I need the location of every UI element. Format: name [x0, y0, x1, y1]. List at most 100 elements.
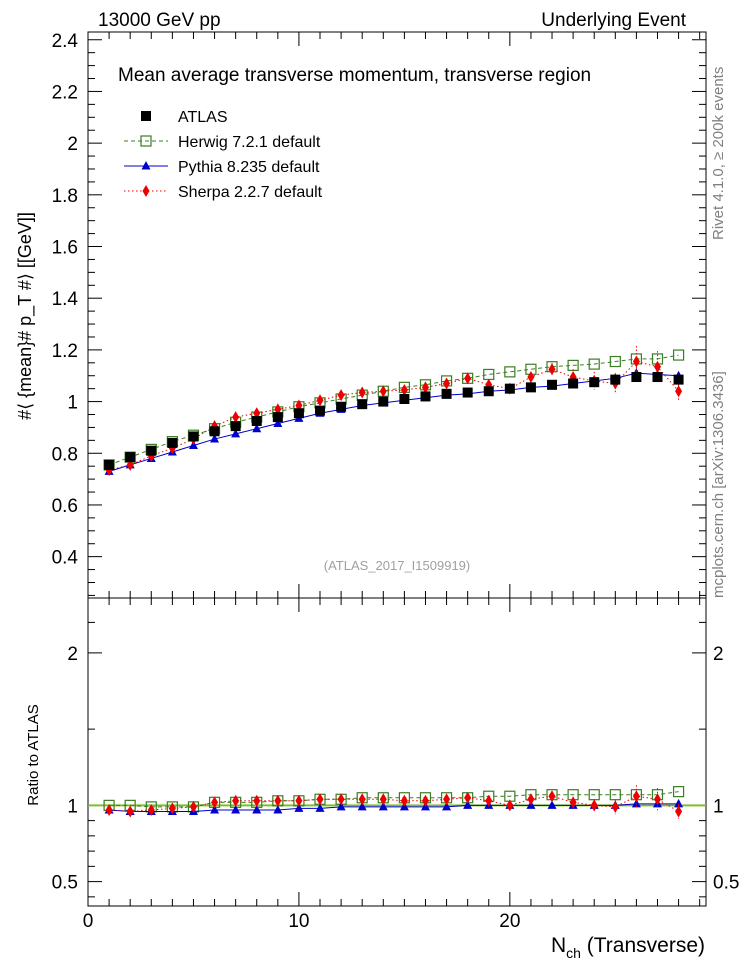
- ratio-point: [569, 796, 577, 809]
- data-point: [231, 428, 241, 438]
- data-point: [568, 378, 579, 389]
- y-tick-label: 0.8: [52, 444, 78, 465]
- y-tick-label: 2.4: [52, 31, 79, 52]
- ratio-point: [632, 790, 640, 803]
- ratio-tick-label-left: 2: [67, 644, 78, 665]
- data-point: [210, 434, 220, 443]
- data-point: [336, 401, 347, 412]
- ratio-point: [295, 794, 303, 807]
- data-point: [420, 391, 431, 402]
- legend-item: Sherpa 2.2.7 default: [124, 184, 323, 201]
- x-tick-label: 10: [288, 911, 309, 932]
- ratio-point: [316, 793, 324, 806]
- legend-label: Pythia 8.235 default: [178, 159, 320, 176]
- ratio-point: [274, 794, 282, 807]
- data-point: [464, 372, 472, 385]
- x-tick-label: 0: [83, 911, 94, 932]
- ratio-point: [211, 796, 219, 809]
- series-line: [108, 354, 679, 466]
- data-point: [527, 371, 535, 384]
- ratio-point: [548, 790, 556, 803]
- ratio-point: [168, 802, 176, 815]
- ratio-panel: [87, 597, 707, 907]
- data-point: [610, 374, 621, 385]
- ratio-tick-label-left: 1: [67, 796, 78, 817]
- data-point: [609, 355, 621, 368]
- y-tick-label: 0.6: [52, 496, 78, 517]
- y-tick-label: 2.2: [52, 82, 78, 103]
- data-point: [443, 377, 451, 390]
- legend: ATLAS Herwig 7.2.1 default Pythia 8.235 de…: [124, 109, 323, 201]
- series-line: [108, 360, 679, 471]
- data-point: [104, 459, 115, 470]
- y-tick-label: 1.6: [52, 238, 78, 259]
- data-point: [673, 374, 684, 385]
- data-point: [675, 385, 683, 398]
- data-point: [672, 349, 685, 361]
- ratio-point: [294, 803, 304, 812]
- data-point: [589, 377, 600, 388]
- ratio-axis-label: Ratio to ATLAS: [25, 704, 42, 805]
- data-point: [548, 363, 556, 376]
- ratio-point: [357, 801, 367, 811]
- data-point: [272, 412, 283, 423]
- legend-item: ATLAS: [141, 109, 228, 126]
- data-point: [125, 452, 136, 463]
- y-axis-label: #⟨ {mean}# p_T #⟩ [[GeV]]: [15, 212, 36, 420]
- ratio-point: [675, 805, 683, 818]
- data-point: [357, 399, 368, 410]
- ratio-point: [674, 798, 684, 808]
- data-point: [400, 383, 408, 396]
- data-point: [293, 408, 304, 419]
- ratio-point: [653, 793, 661, 806]
- data-point: [632, 355, 640, 368]
- legend-marker: [140, 135, 152, 147]
- data-point: [337, 389, 345, 402]
- ratio-point: [378, 801, 388, 811]
- legend-label: ATLAS: [178, 109, 228, 126]
- data-point: [230, 421, 241, 432]
- mcplots-reference-label: mcplots.cern.ch [arXiv:1306.3436]: [710, 371, 727, 598]
- legend-item: Pythia 8.235 default: [124, 159, 320, 176]
- ratio-point: [590, 799, 598, 812]
- legend-item: Herwig 7.2.1 default: [124, 134, 321, 151]
- ratio-point: [210, 804, 220, 814]
- ratio-point: [358, 793, 366, 806]
- y-tick-label: 0.4: [52, 548, 79, 569]
- ratio-point: [252, 804, 262, 814]
- legend-label: Herwig 7.2.1 default: [178, 134, 321, 151]
- legend-marker: [141, 161, 151, 170]
- ratio-point: [147, 803, 155, 816]
- data-point: [252, 423, 262, 433]
- series-herwig-7-2-1-default: [103, 349, 685, 471]
- series-atlas: [104, 372, 684, 470]
- chart-title: Mean average transverse momentum, transv…: [118, 65, 591, 86]
- ratio-tick-label-right: 1: [713, 796, 724, 817]
- ratio-tick-label-right: 2: [713, 644, 724, 665]
- legend-marker: [142, 185, 150, 197]
- data-point: [209, 426, 220, 437]
- data-point: [421, 381, 429, 394]
- ratio-point: [421, 794, 429, 807]
- ratio-point: [253, 794, 261, 807]
- data-point: [653, 360, 661, 373]
- data-point: [399, 393, 410, 404]
- data-point: [273, 418, 283, 428]
- ratio-point: [672, 786, 685, 798]
- data-point: [504, 383, 515, 394]
- header-process-label: Underlying Event: [541, 10, 686, 31]
- ratio-panel-frame: [87, 597, 707, 907]
- y-tick-label: 1.8: [52, 186, 78, 207]
- y-tick-label: 1.4: [52, 289, 79, 310]
- y-tick-label: 1.2: [52, 341, 78, 362]
- data-point: [547, 379, 558, 390]
- series-sherpa-2-2-7-default: [105, 346, 683, 477]
- ratio-point: [273, 804, 283, 814]
- data-point: [188, 431, 199, 442]
- ratio-point: [463, 800, 473, 809]
- data-point: [631, 372, 642, 383]
- ratio-point: [315, 803, 325, 812]
- ratio-point: [442, 801, 452, 811]
- ratio-point: [400, 794, 408, 807]
- ratio-point: [336, 801, 346, 811]
